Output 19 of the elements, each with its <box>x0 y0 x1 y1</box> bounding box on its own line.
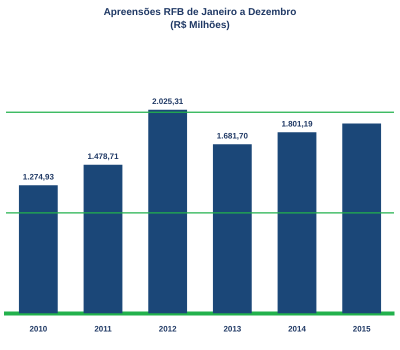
bar <box>278 132 316 314</box>
x-tick-label: 2015 <box>352 324 372 334</box>
data-label: 2.025,31 <box>152 96 184 106</box>
x-tick-label: 2013 <box>223 324 242 334</box>
x-tick-label: 2012 <box>158 324 178 334</box>
chart-subtitle: (R$ Milhões) <box>169 19 231 32</box>
chart-title: Apreensões RFB de Janeiro a Dezembro <box>102 6 298 19</box>
data-label: 1.478,71 <box>87 152 120 161</box>
bar <box>148 110 188 314</box>
bar <box>18 185 58 314</box>
bar <box>342 124 382 314</box>
x-tick-label: 2011 <box>94 324 112 334</box>
x-tick-label: 2010 <box>29 324 48 334</box>
bar <box>212 144 252 314</box>
data-label: 1.681,70 <box>216 131 248 140</box>
bar <box>84 164 122 314</box>
data-label: 1.274,93 <box>22 172 54 182</box>
data-label: 1.801,19 <box>281 119 314 128</box>
x-tick-label: 2014 <box>288 324 306 334</box>
